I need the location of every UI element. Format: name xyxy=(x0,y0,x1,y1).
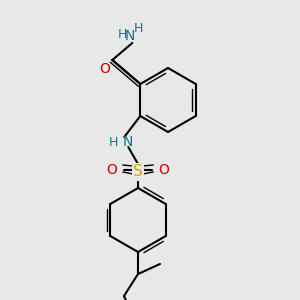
Text: O: O xyxy=(106,163,117,177)
Text: H: H xyxy=(109,136,118,148)
Text: N: N xyxy=(125,29,136,43)
Text: O: O xyxy=(159,163,170,177)
Text: N: N xyxy=(123,135,134,149)
Text: O: O xyxy=(99,62,110,76)
Text: H: H xyxy=(118,28,127,40)
Text: H: H xyxy=(134,22,143,34)
Text: S: S xyxy=(133,164,143,179)
